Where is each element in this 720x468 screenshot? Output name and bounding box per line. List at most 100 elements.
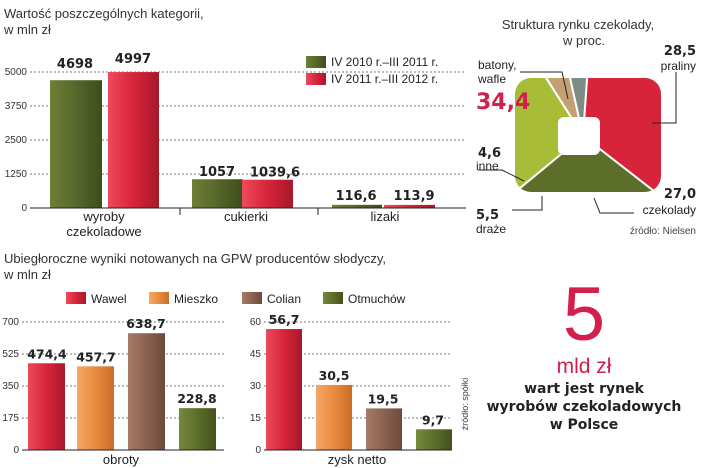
- callout-big-number: 5: [563, 272, 605, 357]
- top-chart-subtitle: w mln zł: [3, 22, 51, 37]
- category-lizaki: lizaki: [371, 209, 400, 224]
- pie-slice-czekolady: [515, 78, 585, 192]
- label-praliny-name: praliny: [661, 59, 696, 73]
- callout: 5 mld zł wart jest rynek wyrobów czekola…: [487, 272, 682, 433]
- top-chart-category-ticks: [179, 208, 319, 215]
- right-chart-grid: [264, 321, 452, 419]
- label-batony-line1: batony,: [478, 58, 516, 72]
- legend-label-wawel: Wawel: [91, 292, 127, 306]
- leader-inne: [478, 169, 525, 182]
- bar-cukierki-2011: [242, 179, 293, 208]
- left-tick-0: 0: [13, 445, 19, 456]
- left-chart-label: obroty: [103, 452, 140, 467]
- right-chart-label: zysk netto: [328, 452, 387, 467]
- legend-swatch-2011: [306, 73, 326, 85]
- bar-zysk-otmuchow: [416, 429, 452, 450]
- bar-wyroby-2011: [108, 72, 159, 208]
- top-chart-bars: [50, 72, 435, 208]
- bottom-subtitle: w mln zł: [3, 267, 51, 282]
- bar-obroty-colian: [128, 333, 165, 450]
- label-obroty-wawel: 474,4: [27, 346, 67, 361]
- top-chart-title: Wartość poszczególnych kategorii,: [4, 6, 204, 21]
- bar-obroty-mieszko: [77, 366, 114, 450]
- label-czekolady-name: czekolady: [643, 203, 696, 217]
- legend-label-otmuchow: Otmuchów: [348, 292, 406, 306]
- right-tick-15: 15: [250, 413, 262, 424]
- label-lizaki-2011: 113,9: [393, 189, 434, 204]
- label-zysk-mieszko: 30,5: [319, 368, 350, 383]
- right-tick-60: 60: [250, 317, 262, 328]
- bar-obroty-otmuchow: [179, 408, 216, 450]
- top-chart-category-labels: wyroby czekoladowe cukierki lizaki: [66, 209, 399, 239]
- leader-czekolady: [593, 197, 634, 214]
- pie-slice-inne: [547, 78, 596, 137]
- bar-obroty-wawel: [28, 363, 65, 450]
- left-tick-175: 175: [2, 413, 19, 424]
- bar-zysk-colian: [366, 408, 402, 450]
- legend-label-2011: IV 2011 r.–III 2012 r.: [331, 72, 438, 86]
- category-wyroby-line1: wyroby: [82, 209, 125, 224]
- callout-line3: w Polsce: [550, 417, 619, 433]
- pie-subtitle: w proc.: [562, 33, 605, 48]
- label-wyroby-2011: 4997: [115, 52, 151, 67]
- left-chart-y-ticks: 0 175 350 525 700: [2, 317, 19, 456]
- label-czekolady-value: 27,0: [664, 187, 696, 202]
- left-chart-bars: [28, 333, 216, 450]
- top-tick-3750: 3750: [5, 101, 28, 112]
- left-tick-525: 525: [2, 349, 19, 360]
- right-chart-value-labels: 56,7 30,5 19,5 9,7: [269, 312, 445, 427]
- right-chart-bars: [266, 329, 452, 450]
- legend-swatch-mieszko: [149, 292, 169, 304]
- top-tick-1250: 1250: [5, 169, 28, 180]
- label-cukierki-2011: 1039,6: [250, 166, 300, 181]
- bar-zysk-mieszko: [316, 384, 352, 450]
- label-praliny-value: 28,5: [664, 44, 696, 59]
- top-chart-value-labels: 4698 4997 1057 1039,6 116,6 113,9: [57, 52, 435, 204]
- legend-label-mieszko: Mieszko: [174, 292, 218, 306]
- left-chart-value-labels: 474,4 457,7 638,7 228,8: [27, 316, 217, 406]
- pie-source: źródło: Nielsen: [630, 226, 696, 237]
- right-chart-y-ticks: 0 15 30 45 60: [250, 317, 262, 456]
- label-cukierki-2010: 1057: [199, 165, 235, 180]
- leader-batony: [520, 71, 569, 100]
- legend-swatch-otmuchow: [323, 292, 343, 304]
- label-zysk-wawel: 56,7: [269, 312, 300, 327]
- label-lizaki-2010: 116,6: [335, 189, 376, 204]
- legend-label-colian: Colian: [267, 292, 301, 306]
- legend-swatch-2010: [306, 56, 326, 68]
- label-batony-line2: wafle: [477, 72, 506, 86]
- left-tick-700: 700: [2, 317, 19, 328]
- top-tick-2500: 2500: [5, 135, 28, 146]
- bar-wyroby-2010: [50, 80, 102, 208]
- label-inne-name: inne: [476, 159, 499, 173]
- legend-swatch-wawel: [66, 292, 86, 304]
- right-tick-45: 45: [250, 349, 262, 360]
- bar-cukierki-2010: [192, 179, 243, 208]
- pie-slice-draze: [515, 78, 584, 137]
- top-tick-0: 0: [21, 203, 27, 214]
- label-draze-name: draże: [476, 222, 506, 236]
- bar-lizaki-2011: [384, 204, 435, 208]
- callout-line1: wart jest rynek: [524, 381, 645, 397]
- label-batony-value: 34,4: [476, 90, 530, 115]
- left-tick-350: 350: [2, 381, 19, 392]
- label-zysk-otmuchow: 9,7: [422, 412, 444, 427]
- category-wyroby-line2: czekoladowe: [66, 224, 141, 239]
- label-obroty-colian: 638,7: [126, 316, 166, 331]
- category-cukierki: cukierki: [224, 209, 268, 224]
- label-zysk-colian: 19,5: [368, 391, 399, 406]
- callout-line2: wyrobów czekoladowych: [487, 399, 682, 415]
- bottom-title: Ubiegłoroczne wyniki notowanych na GPW p…: [4, 251, 386, 266]
- bar-zysk-wawel: [266, 329, 302, 450]
- pie-title: Struktura rynku czekolady,: [502, 17, 654, 32]
- label-obroty-mieszko: 457,7: [76, 349, 116, 364]
- label-draze-value: 5,5: [476, 208, 499, 223]
- callout-unit: mld zł: [557, 355, 612, 378]
- label-wyroby-2010: 4698: [57, 57, 93, 72]
- top-chart-grid: [30, 71, 466, 175]
- legend-label-2010: IV 2010 r.–III 2011 r.: [331, 55, 438, 69]
- pie-center-hole: [558, 117, 600, 155]
- right-tick-0: 0: [255, 445, 261, 456]
